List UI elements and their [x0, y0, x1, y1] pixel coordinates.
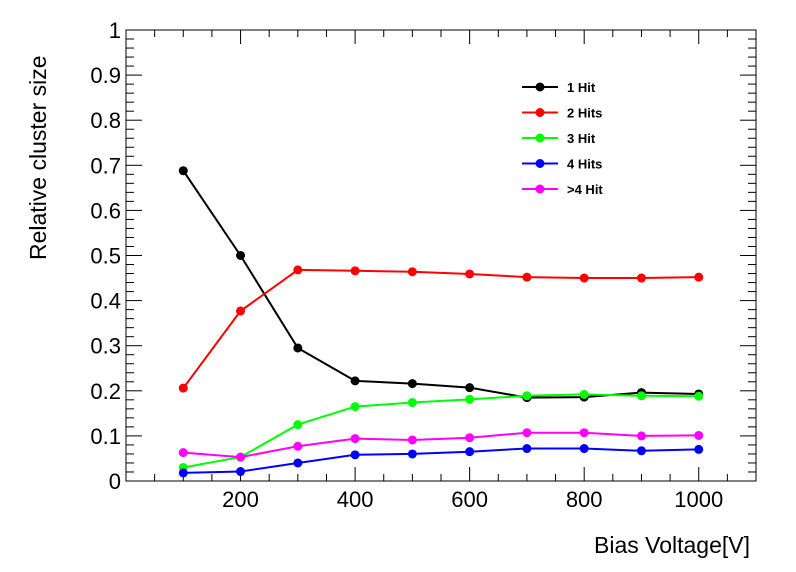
- data-point: [636, 273, 646, 283]
- data-point: [694, 391, 704, 401]
- data-point: [407, 267, 417, 277]
- data-point: [178, 468, 188, 478]
- data-point: [293, 420, 303, 430]
- legend-label: 3 Hit: [567, 131, 596, 146]
- legend-marker: [535, 82, 545, 92]
- data-point: [522, 391, 532, 401]
- y-tick-label: 0.7: [90, 153, 121, 178]
- data-point: [236, 467, 246, 477]
- series-4: [178, 444, 704, 478]
- x-axis-title: Bias Voltage[V]: [594, 532, 750, 558]
- data-point: [407, 449, 417, 459]
- y-tick-label: 0.5: [90, 244, 121, 269]
- x-tick-labels: 200 400 600 800 1000: [222, 487, 723, 512]
- data-point: [636, 431, 646, 441]
- data-point: [350, 434, 360, 444]
- data-point: [350, 266, 360, 276]
- x-tick-label: 800: [566, 487, 603, 512]
- data-point: [407, 379, 417, 389]
- data-point: [465, 447, 475, 457]
- data-point: [236, 306, 246, 316]
- legend-marker: [535, 184, 545, 194]
- data-point: [178, 448, 188, 458]
- data-point: [522, 444, 532, 454]
- y-tick-label: 1: [109, 18, 121, 43]
- x-tick-label: 1000: [674, 487, 723, 512]
- plot-frame: [125, 29, 757, 482]
- legend-marker: [535, 133, 545, 143]
- data-point: [465, 383, 475, 393]
- y-axis-title: Relative cluster size: [25, 55, 51, 260]
- legend: 1 Hit 2 Hits 3 Hit 4 Hits >4 Hit: [522, 80, 603, 197]
- data-point: [636, 446, 646, 456]
- series-line: [183, 447, 699, 474]
- x-tick-label: 200: [222, 487, 259, 512]
- series-line: [182, 268, 699, 389]
- series-3: [178, 389, 704, 472]
- y-tick-labels: 0 0.1 0.2 0.3 0.4 0.5 0.6 0.7 0.8 0.9 1: [90, 18, 121, 494]
- data-point: [694, 444, 704, 454]
- data-point: [293, 343, 303, 353]
- data-point: [522, 272, 532, 282]
- data-point: [236, 452, 246, 462]
- y-tick-label: 0: [109, 469, 121, 494]
- data-point: [694, 272, 704, 282]
- x-tick-label: 400: [337, 487, 374, 512]
- legend-label: >4 Hit: [567, 182, 603, 197]
- series-line: [182, 170, 699, 399]
- data-point: [465, 269, 475, 279]
- y-tick-label: 0.1: [90, 424, 121, 449]
- series-2: [178, 265, 704, 393]
- axis-ticks: [126, 30, 756, 481]
- data-point: [350, 402, 360, 412]
- data-point: [350, 376, 360, 386]
- data-point: [579, 389, 589, 399]
- y-tick-label: 0.4: [90, 289, 121, 314]
- legend-label: 2 Hits: [567, 106, 602, 121]
- x-tick-label: 600: [451, 487, 488, 512]
- data-point: [293, 441, 303, 451]
- series-line: [183, 431, 699, 459]
- data-point: [465, 394, 475, 404]
- data-point: [407, 398, 417, 408]
- legend-marker: [535, 159, 545, 168]
- data-point: [579, 273, 589, 283]
- legend-marker: [535, 108, 545, 117]
- series-5: [178, 428, 704, 462]
- y-tick-label: 0.6: [90, 198, 121, 223]
- legend-label: 1 Hit: [567, 80, 596, 95]
- series-line: [183, 393, 699, 469]
- data-point: [293, 265, 303, 275]
- series-layer: [178, 166, 704, 478]
- data-point: [694, 430, 704, 440]
- data-point: [178, 383, 188, 393]
- data-point: [636, 391, 646, 401]
- data-point: [178, 166, 188, 176]
- y-tick-label: 0.3: [90, 334, 121, 359]
- data-point: [350, 450, 360, 460]
- y-tick-label: 0.8: [90, 108, 121, 133]
- legend-label: 4 Hits: [567, 157, 602, 172]
- data-point: [407, 435, 417, 445]
- data-point: [579, 428, 589, 438]
- data-point: [522, 428, 532, 438]
- y-tick-label: 0.9: [90, 63, 121, 88]
- y-tick-label: 0.2: [90, 379, 121, 404]
- data-point: [579, 444, 589, 454]
- data-point: [465, 433, 475, 443]
- data-point: [293, 458, 303, 468]
- data-point: [236, 251, 246, 260]
- series-1: [178, 166, 704, 403]
